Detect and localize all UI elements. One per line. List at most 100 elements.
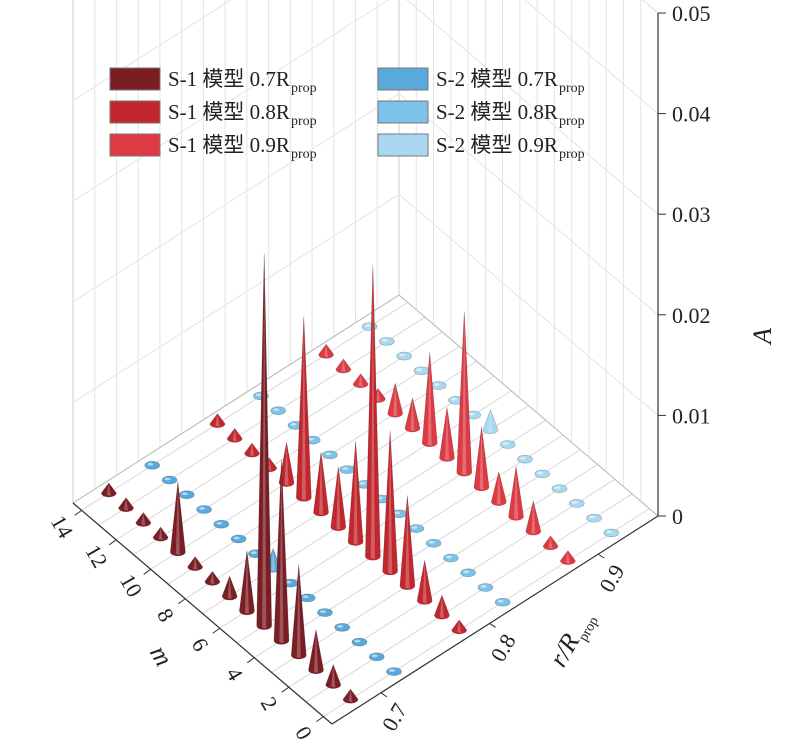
cone-mark: [404, 397, 421, 433]
yaxis-tick-label: 14: [46, 511, 79, 543]
cone-mark: [542, 535, 559, 551]
cone-mark: [434, 594, 450, 620]
yaxis-tick: [143, 568, 151, 575]
floor-gridline: [236, 434, 564, 644]
cone-mark: [317, 608, 333, 617]
floor-gridline: [323, 508, 650, 718]
legend-label: S-2 模型 0.8R: [436, 100, 558, 124]
cone-mark: [239, 550, 255, 616]
cone-mark: [456, 311, 473, 477]
floor-gridline: [81, 301, 408, 511]
yaxis-tick: [281, 686, 290, 693]
svg-text:prop: prop: [576, 614, 602, 644]
cone-mark: [365, 264, 381, 561]
legend-label: S-1 模型 0.7R: [168, 67, 290, 91]
cone-mark: [226, 427, 243, 443]
yaxis-tick: [247, 657, 255, 664]
cone-mark: [586, 513, 602, 523]
floor-gridline: [202, 405, 529, 614]
floor-gridline: [305, 493, 633, 703]
legend-label-sub: prop: [291, 147, 317, 162]
gridline: [72, 0, 659, 114]
zaxis-tick-label: 0.05: [672, 1, 711, 26]
cone-mark: [230, 534, 247, 544]
cone-mark: [387, 383, 404, 418]
cone-mark: [330, 466, 347, 532]
cone-mark: [209, 413, 226, 428]
yaxis-tick: [177, 598, 186, 605]
cone-mark: [430, 381, 447, 390]
xaxis-tick: [380, 692, 388, 698]
legend-item: S-1 模型 0.7R prop: [109, 67, 317, 96]
legend-label-sub: prop: [559, 147, 585, 162]
cone-mark: [318, 343, 334, 359]
cone-mark: [473, 426, 490, 492]
chart-cones: [100, 253, 620, 704]
cone-mark: [490, 471, 507, 506]
cone-mark: [213, 519, 230, 529]
cone-mark: [135, 511, 152, 527]
yaxis-tick: [74, 509, 82, 516]
legend-label: S-2 模型 0.9R: [436, 133, 558, 157]
legend-item: S-2 模型 0.7R prop: [377, 67, 585, 96]
cone-mark: [244, 442, 260, 458]
legend-label-sub: prop: [559, 81, 585, 96]
cone-mark: [560, 550, 576, 565]
xaxis-tick: [489, 623, 496, 628]
cone-mark: [421, 352, 438, 448]
gridline: [72, 0, 659, 215]
floor-gridline: [254, 449, 581, 659]
legend-label-sub: prop: [291, 114, 317, 129]
yaxis-tick-label: 2: [256, 692, 283, 714]
cone-mark: [477, 583, 494, 592]
cone-mark: [517, 454, 533, 464]
cone-mark: [368, 652, 385, 662]
cone-mark: [379, 337, 395, 346]
legend-item: S-1 模型 0.8R prop: [109, 100, 317, 129]
legend-label: S-1 模型 0.9R: [168, 133, 290, 157]
yaxis-tick-label: 0: [290, 722, 317, 744]
legend-item: S-1 模型 0.9R prop: [109, 133, 317, 162]
legend-label-sub: prop: [291, 81, 317, 96]
yaxis-tick: [212, 627, 221, 634]
cone-mark: [525, 500, 542, 536]
gridline: [72, 93, 659, 316]
floor-gridline: [271, 464, 598, 673]
legend-swatch: [377, 133, 429, 157]
xaxis-line: [331, 515, 659, 725]
yaxis-tick-label: 8: [152, 604, 179, 626]
floor-gridline: [219, 419, 547, 629]
cone-mark: [482, 408, 499, 435]
cone-mark: [322, 450, 338, 460]
legend-swatch: [109, 100, 161, 124]
cone-mark: [361, 322, 378, 331]
legend-label-sub: prop: [559, 114, 585, 129]
cone-mark: [204, 570, 221, 586]
legend-item: S-2 模型 0.8R prop: [377, 100, 585, 129]
cone-mark: [551, 484, 568, 494]
cone-mark: [179, 490, 195, 500]
xaxis-tick-label: 0.7: [377, 699, 412, 735]
yaxis-tick-label: 6: [187, 633, 214, 655]
cone-mark: [508, 466, 524, 521]
cone-mark: [396, 351, 412, 361]
cone-mark: [342, 688, 359, 704]
cone-mark: [290, 564, 307, 660]
cone-mark: [273, 459, 290, 645]
legend-swatch: [377, 100, 429, 124]
cone-mark: [100, 482, 117, 498]
cone-mark: [443, 553, 459, 563]
legend-label: S-2 模型 0.7R: [436, 67, 558, 91]
zaxis-label: A: [748, 328, 777, 346]
cone-mark: [196, 505, 212, 514]
zaxis-tick-label: 0.03: [672, 202, 711, 227]
legend-swatch: [377, 67, 429, 91]
cone-mark: [308, 629, 324, 675]
zaxis-tick-label: 0: [672, 504, 683, 529]
cone-mark: [347, 440, 364, 546]
cone-mark: [339, 465, 356, 474]
cone-mark: [603, 528, 620, 538]
cone-mark: [352, 373, 369, 389]
cone-mark: [144, 460, 161, 470]
yaxis-tick: [316, 716, 324, 723]
